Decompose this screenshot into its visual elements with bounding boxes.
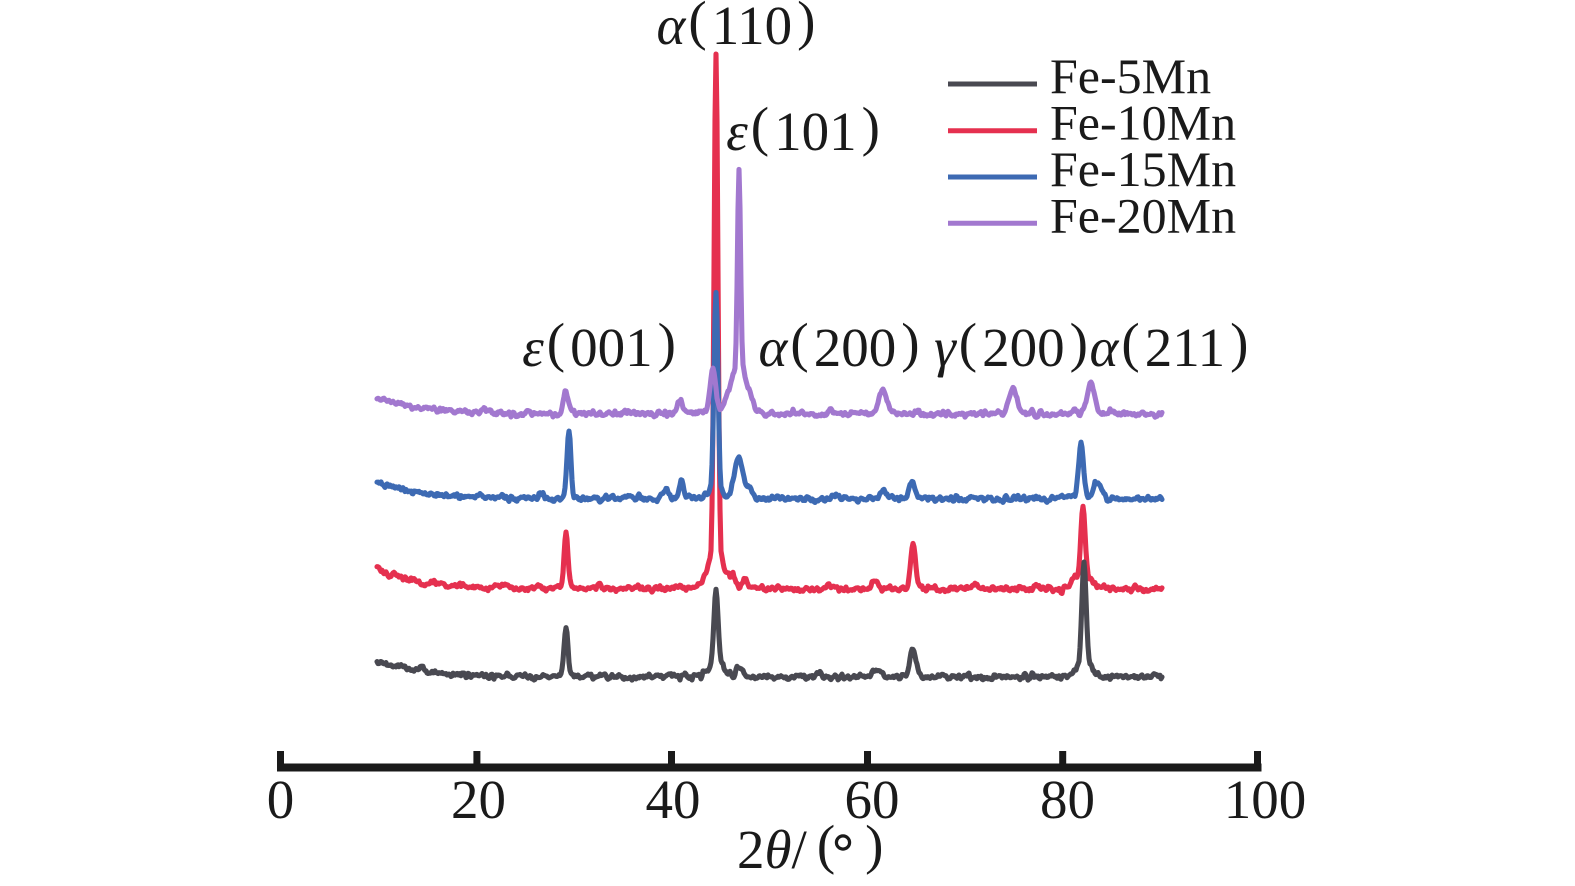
svg-text:Fe-10Mn: Fe-10Mn: [1050, 95, 1236, 151]
svg-text:Fe-5Mn: Fe-5Mn: [1050, 48, 1211, 104]
svg-text:α(110): α(110): [657, 0, 816, 56]
svg-text:80: 80: [1040, 769, 1095, 830]
svg-text:γ(200): γ(200): [934, 312, 1088, 378]
svg-text:100: 100: [1224, 769, 1307, 830]
svg-text:Fe-20Mn: Fe-20Mn: [1050, 187, 1236, 243]
svg-text:60: 60: [845, 769, 900, 830]
svg-text:0: 0: [267, 769, 295, 830]
svg-text:ε(001): ε(001): [522, 312, 676, 378]
svg-text:40: 40: [646, 769, 701, 830]
svg-text:α(200): α(200): [758, 312, 919, 378]
svg-text:α(211): α(211): [1090, 312, 1249, 378]
svg-text:ε(101): ε(101): [726, 96, 880, 162]
svg-text:20: 20: [451, 769, 506, 830]
svg-text:Fe-15Mn: Fe-15Mn: [1050, 141, 1236, 197]
